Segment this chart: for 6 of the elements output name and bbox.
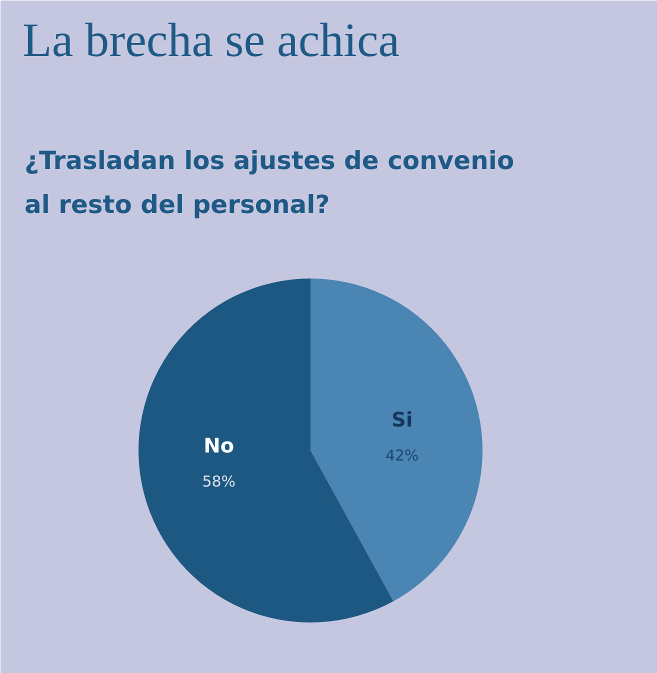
slice-label: Si — [392, 408, 413, 432]
chart-subtitle: ¿Trasladan los ajustes de convenio al resto del personal? — [24, 146, 514, 219]
chart-title: La brecha se achica — [22, 14, 400, 67]
data-label: 58% — [202, 472, 236, 490]
data-label: 42% — [385, 446, 419, 465]
slice-label: No — [204, 433, 234, 458]
